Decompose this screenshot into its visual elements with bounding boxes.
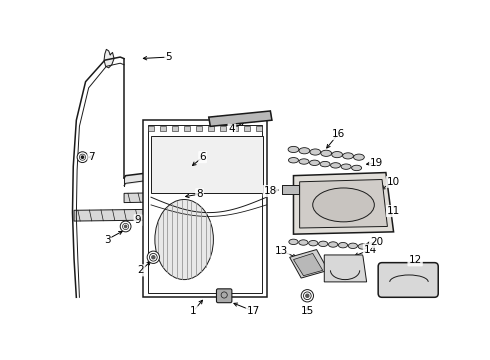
Text: 4: 4 [228, 125, 235, 134]
Bar [208, 126, 214, 131]
Ellipse shape [354, 154, 365, 160]
Circle shape [306, 294, 309, 297]
Bar [148, 126, 154, 131]
Text: 11: 11 [387, 206, 400, 216]
Text: 13: 13 [275, 246, 289, 256]
Circle shape [124, 225, 127, 228]
Ellipse shape [339, 243, 347, 248]
Bar [282, 185, 299, 194]
Text: 15: 15 [301, 306, 314, 316]
Ellipse shape [155, 199, 214, 280]
Polygon shape [143, 120, 267, 297]
Text: 16: 16 [332, 129, 345, 139]
Polygon shape [294, 172, 393, 234]
Text: 7: 7 [88, 152, 95, 162]
Ellipse shape [320, 161, 330, 167]
Ellipse shape [310, 160, 319, 166]
Polygon shape [290, 249, 328, 278]
Text: 3: 3 [104, 235, 110, 244]
Polygon shape [324, 255, 367, 282]
Circle shape [147, 251, 160, 264]
Text: 17: 17 [247, 306, 260, 316]
Text: 10: 10 [387, 177, 400, 187]
Ellipse shape [309, 240, 318, 246]
Ellipse shape [328, 242, 338, 247]
Ellipse shape [358, 244, 368, 249]
Text: 12: 12 [409, 255, 422, 265]
Ellipse shape [299, 159, 309, 164]
FancyBboxPatch shape [378, 263, 438, 297]
Bar [244, 126, 250, 131]
Ellipse shape [331, 163, 341, 168]
Text: 2: 2 [138, 265, 145, 275]
Bar [184, 126, 190, 131]
Text: 20: 20 [370, 237, 383, 247]
Bar [160, 126, 166, 131]
Text: 5: 5 [166, 52, 172, 62]
Circle shape [81, 156, 84, 158]
Polygon shape [124, 192, 213, 203]
Polygon shape [151, 136, 263, 193]
Polygon shape [74, 209, 197, 221]
Ellipse shape [321, 150, 332, 156]
Text: 1: 1 [190, 306, 196, 316]
Polygon shape [209, 111, 272, 126]
Ellipse shape [348, 243, 358, 248]
Ellipse shape [289, 239, 298, 244]
Bar [220, 126, 226, 131]
Ellipse shape [289, 158, 298, 163]
Ellipse shape [343, 153, 353, 159]
Ellipse shape [288, 147, 299, 153]
Ellipse shape [318, 241, 328, 247]
Bar [196, 126, 202, 131]
Ellipse shape [332, 152, 343, 158]
FancyBboxPatch shape [217, 289, 232, 303]
Circle shape [77, 152, 88, 163]
Circle shape [152, 256, 155, 259]
Text: 9: 9 [135, 215, 141, 225]
Text: 18: 18 [264, 186, 277, 196]
Text: 6: 6 [199, 152, 206, 162]
Circle shape [301, 289, 314, 302]
Ellipse shape [352, 165, 362, 171]
Polygon shape [294, 253, 323, 276]
Bar [172, 126, 178, 131]
Circle shape [120, 221, 131, 232]
Text: 14: 14 [364, 244, 377, 255]
Ellipse shape [299, 148, 310, 154]
Ellipse shape [313, 188, 374, 222]
Ellipse shape [310, 149, 320, 155]
Bar [232, 126, 238, 131]
Text: 19: 19 [370, 158, 383, 167]
Polygon shape [104, 49, 114, 68]
Polygon shape [300, 180, 388, 228]
Bar [256, 126, 262, 131]
Ellipse shape [299, 240, 308, 245]
Text: 8: 8 [196, 189, 203, 199]
Ellipse shape [341, 164, 351, 169]
